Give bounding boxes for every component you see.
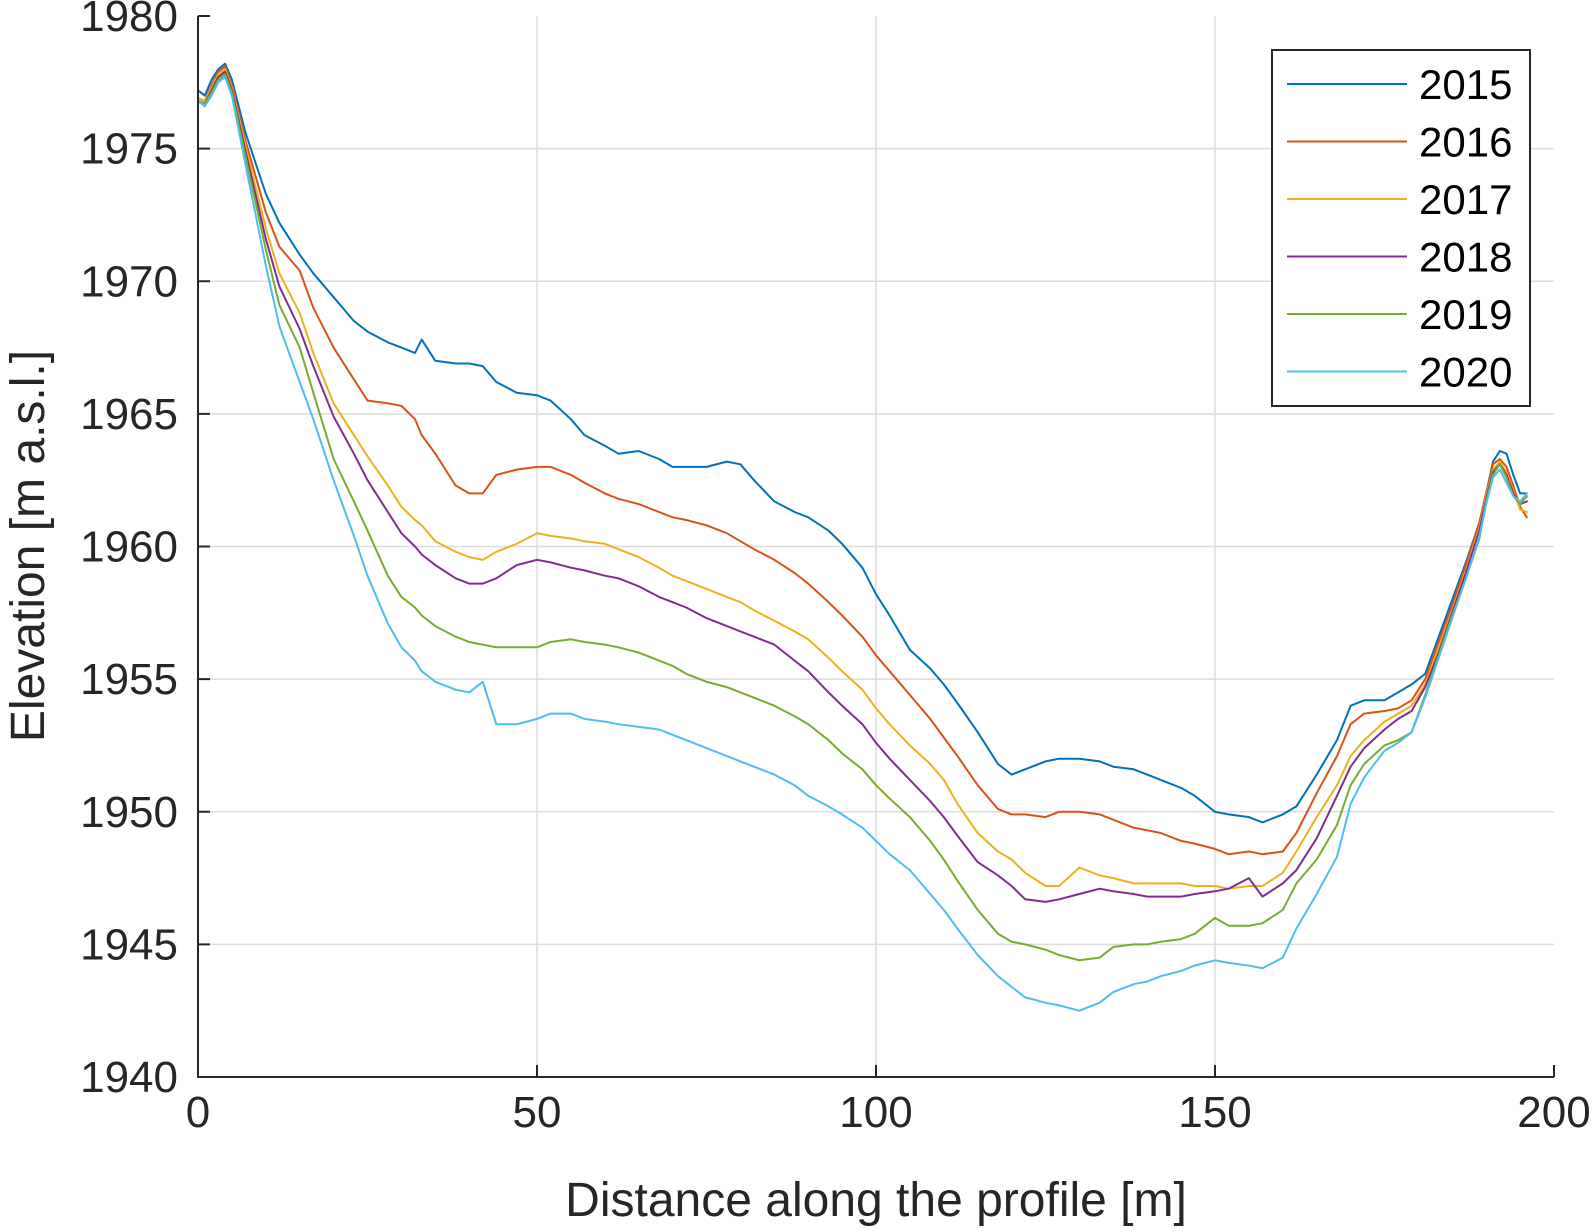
x-tick-label: 50 bbox=[513, 1088, 562, 1137]
series-lines bbox=[197, 62, 1528, 1012]
y-tick-label: 1970 bbox=[80, 257, 178, 306]
y-tick-label: 1940 bbox=[80, 1053, 178, 1102]
legend-label-2017: 2017 bbox=[1419, 176, 1512, 223]
x-tick-label: 0 bbox=[186, 1088, 210, 1137]
axes bbox=[197, 15, 1555, 1078]
y-tick-label: 1975 bbox=[80, 125, 178, 174]
y-tick-label: 1955 bbox=[80, 655, 178, 704]
legend-box bbox=[1271, 49, 1531, 407]
x-tick-label: 100 bbox=[839, 1088, 912, 1137]
legend-label-2020: 2020 bbox=[1419, 349, 1512, 396]
legend: 2015 2016 2017 2018 2019 2020 bbox=[1271, 49, 1531, 407]
series-line-2019 bbox=[197, 73, 1528, 962]
series-line-2016 bbox=[197, 65, 1528, 856]
y-axis-label: Elevation [m a.s.l.] bbox=[2, 350, 55, 742]
legend-label-2018: 2018 bbox=[1419, 234, 1512, 281]
y-tick-label: 1960 bbox=[80, 523, 178, 572]
y-tick-label: 1980 bbox=[80, 0, 178, 41]
y-tick-label: 1950 bbox=[80, 788, 178, 837]
series-line-2018 bbox=[197, 70, 1528, 903]
x-tick-label: 150 bbox=[1178, 1088, 1251, 1137]
series-line-2015 bbox=[197, 62, 1528, 824]
x-axis-label: Distance along the profile [m] bbox=[565, 1174, 1187, 1227]
series-line-2017 bbox=[197, 68, 1528, 890]
y-tick-label: 1965 bbox=[80, 390, 178, 439]
legend-label-2015: 2015 bbox=[1419, 61, 1512, 108]
series-line-2020 bbox=[197, 76, 1528, 1012]
y-tick-label: 1945 bbox=[80, 920, 178, 969]
legend-label-2019: 2019 bbox=[1419, 291, 1512, 338]
legend-label-2016: 2016 bbox=[1419, 119, 1512, 166]
x-tick-label: 200 bbox=[1517, 1088, 1590, 1137]
y-tick-labels: 1940 1945 1950 1955 1960 1965 1970 1975 1980 bbox=[80, 0, 178, 1102]
x-tick-labels: 0 50 100 150 200 bbox=[186, 1088, 1591, 1137]
